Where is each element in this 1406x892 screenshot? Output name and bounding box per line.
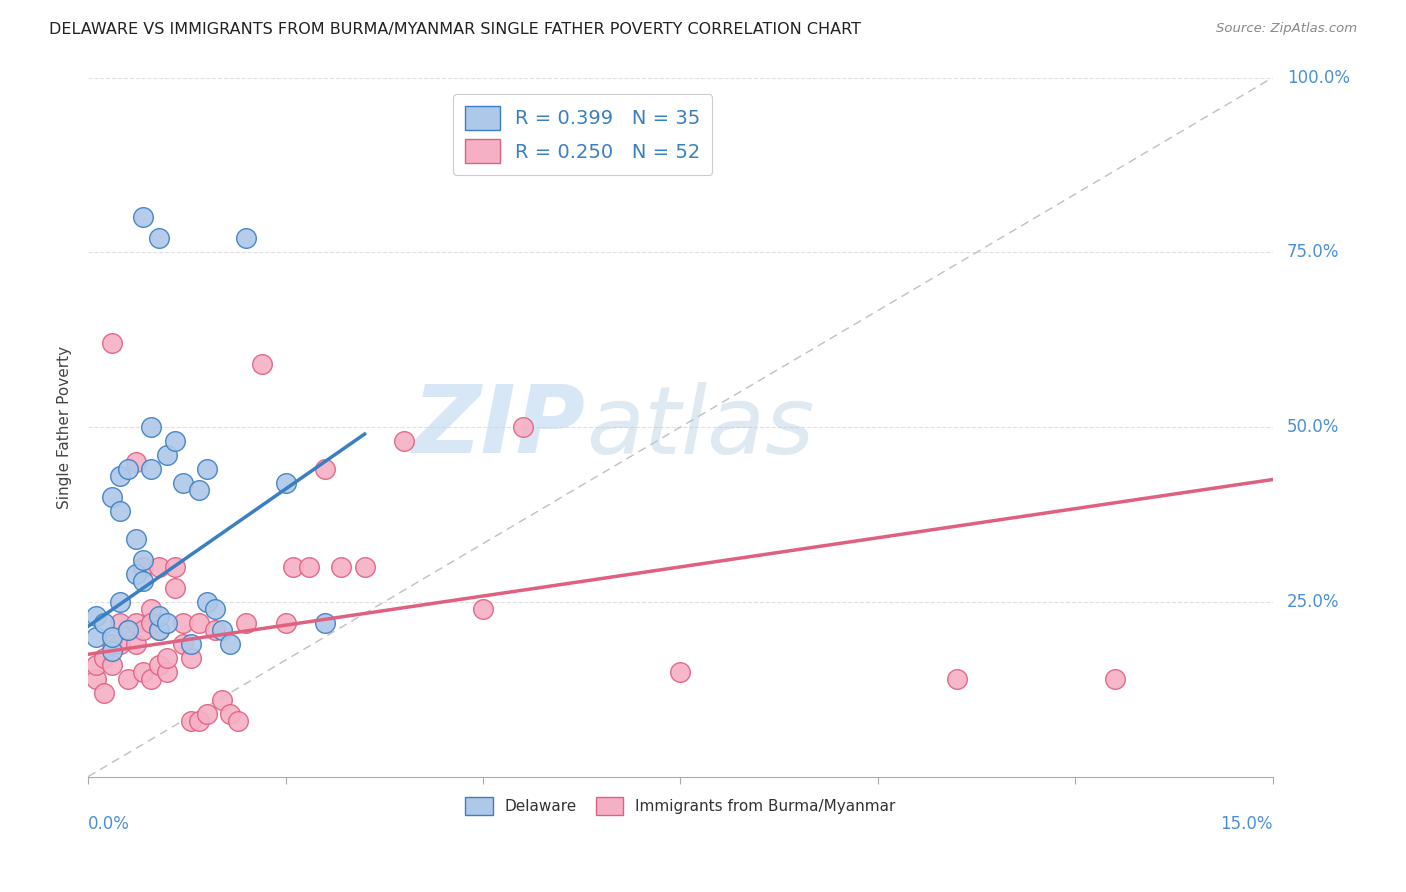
Y-axis label: Single Father Poverty: Single Father Poverty bbox=[58, 345, 72, 508]
Point bbox=[156, 615, 179, 630]
Text: 0.0%: 0.0% bbox=[89, 815, 129, 833]
Point bbox=[101, 630, 124, 644]
Point bbox=[124, 615, 146, 630]
Point bbox=[235, 615, 257, 630]
Point bbox=[101, 637, 124, 651]
Point bbox=[101, 657, 124, 672]
Text: 75.0%: 75.0% bbox=[1286, 244, 1340, 261]
Point bbox=[108, 504, 131, 518]
Point bbox=[1104, 672, 1126, 686]
Legend: Delaware, Immigrants from Burma/Myanmar: Delaware, Immigrants from Burma/Myanmar bbox=[460, 790, 901, 822]
Point bbox=[84, 672, 107, 686]
Point bbox=[274, 475, 297, 490]
Text: atlas: atlas bbox=[586, 382, 814, 473]
Point bbox=[141, 420, 163, 434]
Point bbox=[101, 336, 124, 351]
Point bbox=[101, 644, 124, 658]
Point bbox=[163, 560, 186, 574]
Point bbox=[946, 672, 969, 686]
Point bbox=[211, 692, 233, 706]
Point bbox=[156, 650, 179, 665]
Point bbox=[124, 566, 146, 581]
Point bbox=[148, 657, 170, 672]
Text: 50.0%: 50.0% bbox=[1286, 418, 1340, 436]
Point bbox=[132, 553, 155, 567]
Point bbox=[314, 462, 336, 476]
Text: DELAWARE VS IMMIGRANTS FROM BURMA/MYANMAR SINGLE FATHER POVERTY CORRELATION CHAR: DELAWARE VS IMMIGRANTS FROM BURMA/MYANMA… bbox=[49, 22, 862, 37]
Point bbox=[141, 615, 163, 630]
Point bbox=[219, 637, 242, 651]
Point bbox=[117, 623, 139, 637]
Point bbox=[84, 657, 107, 672]
Point bbox=[204, 623, 226, 637]
Point bbox=[172, 475, 194, 490]
Point bbox=[226, 714, 249, 728]
Point bbox=[132, 665, 155, 679]
Point bbox=[93, 686, 115, 700]
Text: 100.0%: 100.0% bbox=[1286, 69, 1350, 87]
Point bbox=[124, 637, 146, 651]
Point bbox=[669, 665, 692, 679]
Text: ZIP: ZIP bbox=[413, 381, 586, 473]
Point bbox=[172, 637, 194, 651]
Point bbox=[329, 560, 352, 574]
Point bbox=[283, 560, 305, 574]
Point bbox=[353, 560, 375, 574]
Point bbox=[187, 714, 209, 728]
Point bbox=[117, 623, 139, 637]
Point bbox=[148, 560, 170, 574]
Point bbox=[274, 615, 297, 630]
Point bbox=[148, 231, 170, 245]
Point bbox=[298, 560, 321, 574]
Point bbox=[156, 665, 179, 679]
Point bbox=[195, 462, 218, 476]
Point bbox=[195, 706, 218, 721]
Point bbox=[108, 615, 131, 630]
Point bbox=[84, 630, 107, 644]
Point bbox=[93, 615, 115, 630]
Text: Source: ZipAtlas.com: Source: ZipAtlas.com bbox=[1216, 22, 1357, 36]
Point bbox=[392, 434, 415, 448]
Point bbox=[219, 706, 242, 721]
Point bbox=[132, 574, 155, 588]
Point bbox=[180, 637, 202, 651]
Text: 25.0%: 25.0% bbox=[1286, 593, 1340, 611]
Point bbox=[101, 490, 124, 504]
Text: 15.0%: 15.0% bbox=[1220, 815, 1272, 833]
Point bbox=[148, 623, 170, 637]
Point bbox=[156, 448, 179, 462]
Point bbox=[172, 615, 194, 630]
Point bbox=[187, 615, 209, 630]
Point bbox=[235, 231, 257, 245]
Point bbox=[180, 650, 202, 665]
Point bbox=[148, 623, 170, 637]
Point bbox=[141, 672, 163, 686]
Point bbox=[124, 532, 146, 546]
Point bbox=[163, 581, 186, 595]
Point bbox=[141, 462, 163, 476]
Point bbox=[132, 623, 155, 637]
Point bbox=[117, 462, 139, 476]
Point bbox=[84, 608, 107, 623]
Point bbox=[108, 595, 131, 609]
Point bbox=[195, 595, 218, 609]
Point bbox=[124, 455, 146, 469]
Point bbox=[117, 672, 139, 686]
Point bbox=[108, 469, 131, 483]
Point bbox=[163, 434, 186, 448]
Point bbox=[211, 623, 233, 637]
Point bbox=[512, 420, 534, 434]
Point bbox=[108, 637, 131, 651]
Point bbox=[472, 602, 495, 616]
Point bbox=[187, 483, 209, 497]
Point bbox=[250, 357, 273, 371]
Point bbox=[204, 602, 226, 616]
Point bbox=[132, 560, 155, 574]
Point bbox=[132, 211, 155, 225]
Point bbox=[180, 714, 202, 728]
Point bbox=[314, 615, 336, 630]
Point bbox=[148, 608, 170, 623]
Point bbox=[93, 650, 115, 665]
Point bbox=[141, 602, 163, 616]
